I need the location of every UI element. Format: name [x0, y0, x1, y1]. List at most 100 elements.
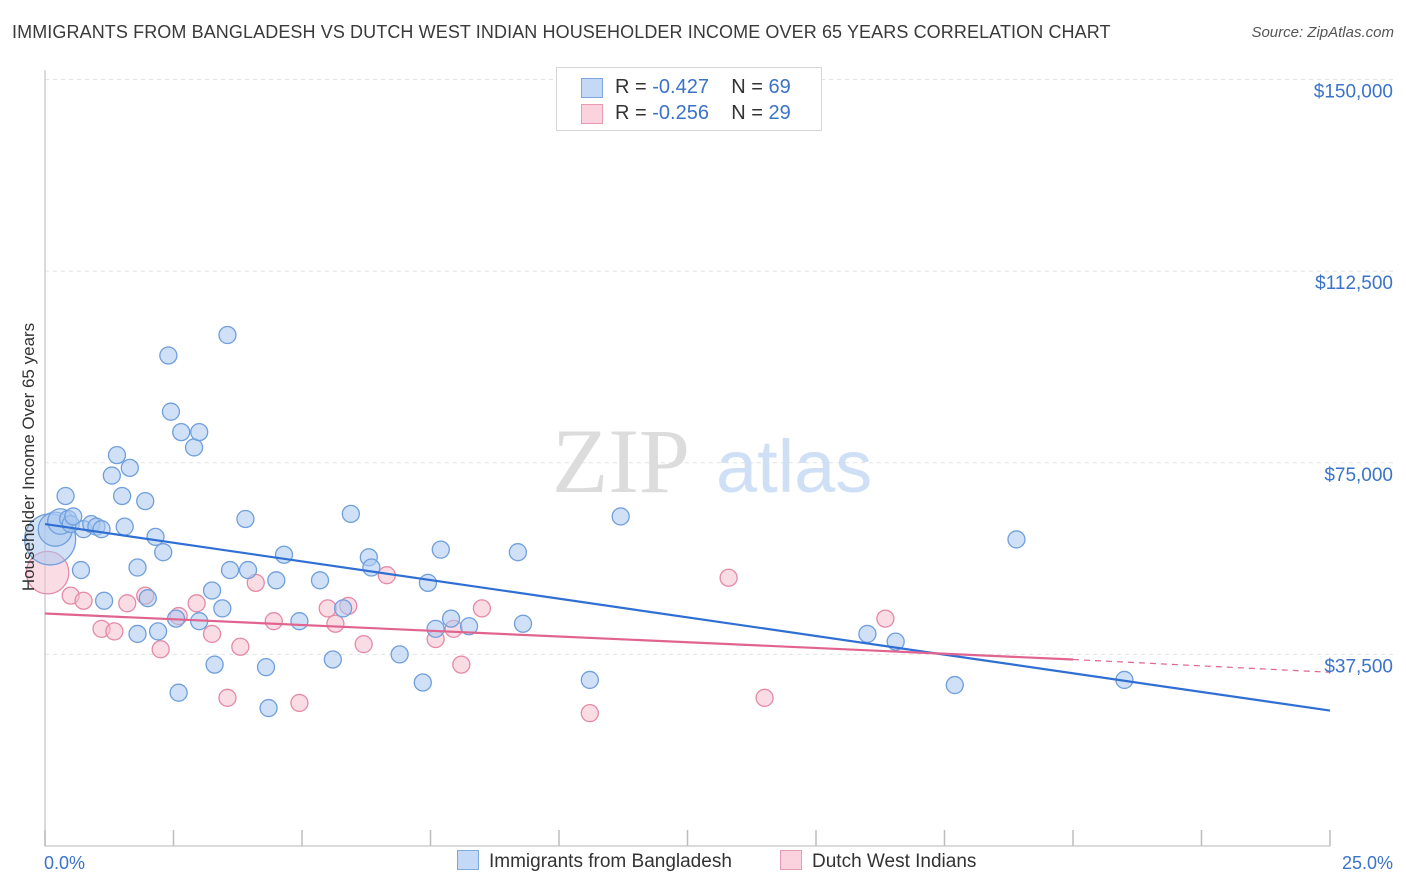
dutch-west-indians-point [719, 568, 738, 587]
dutch-west-indians-point [74, 591, 93, 610]
series-legend-bangladesh: Immigrants from Bangladesh [457, 850, 732, 873]
bangladesh-point [71, 560, 91, 580]
dutch-west-indians-point [105, 622, 124, 641]
dutch-west-indians-point [472, 599, 492, 618]
axes [44, 70, 1331, 847]
bangladesh-point [205, 655, 224, 674]
bangladesh-point [148, 622, 168, 641]
bangladesh-point [238, 560, 258, 580]
dutch-west-indians-point [231, 637, 250, 656]
dutch-west-indians-point [755, 688, 774, 707]
bangladesh-point [259, 698, 278, 718]
bangladesh-point [202, 581, 222, 600]
bangladesh-point [190, 422, 209, 442]
series-swatch-pink [780, 850, 802, 870]
legend-n-value: 69 [768, 76, 791, 98]
dutch-west-indians-point [151, 640, 170, 659]
correlation-legend: R = -0.427 N = 69 R = -0.256 N = 29 [556, 67, 822, 131]
watermark-atlas: atlas [716, 425, 872, 508]
bangladesh-point [1007, 530, 1026, 549]
bangladesh-point [858, 624, 877, 644]
watermark-zip: ZIP [552, 410, 690, 512]
bangladesh-point [413, 673, 432, 692]
bangladesh-points [23, 325, 1134, 718]
bangladesh-point [120, 458, 139, 478]
dutch-west-indians-point [318, 599, 337, 618]
bangladesh-point [136, 491, 155, 511]
bangladesh-point [64, 507, 83, 526]
dutch-west-indians-trend-line [44, 612, 1074, 661]
dutch-west-indians-point [580, 703, 599, 723]
legend-swatch-blue [581, 78, 603, 98]
y-axis-title: Householder Income Over 65 years [19, 323, 38, 591]
y-tick-label: $75,000 [1324, 465, 1393, 486]
dutch-west-indians-point [452, 655, 471, 674]
y-tick-labels: $37,500 $75,000 $112,500 $150,000 [1314, 82, 1393, 678]
dutch-west-indians-point [326, 614, 345, 633]
bangladesh-point [390, 645, 409, 664]
watermark: ZIP atlas [552, 410, 872, 512]
dutch-west-indians-point [354, 635, 373, 654]
bangladesh-point [418, 573, 438, 593]
grid-lines [45, 79, 1393, 655]
bangladesh-trend-line [44, 523, 1331, 712]
x-tick-label-min: 0.0% [44, 853, 85, 873]
bangladesh-point [310, 571, 330, 590]
bangladesh-point [154, 543, 173, 562]
bangladesh-point [256, 658, 276, 677]
bangladesh-point [138, 589, 157, 608]
bangladesh-point [184, 438, 204, 457]
bangladesh-point [426, 619, 445, 638]
y-tick-label: $37,500 [1324, 656, 1393, 677]
chart-title: IMMIGRANTS FROM BANGLADESH VS DUTCH WEST… [12, 22, 1111, 42]
bangladesh-point [159, 346, 178, 365]
bangladesh-point [115, 517, 134, 536]
trend-lines [44, 523, 1331, 712]
bangladesh-point [169, 683, 188, 702]
legend-r-value: -0.256 [652, 102, 709, 124]
bangladesh-point [107, 445, 127, 465]
bangladesh-point [146, 527, 165, 547]
series-swatch-blue [457, 850, 479, 870]
source-label: Source: ZipAtlas.com [1251, 24, 1394, 41]
bangladesh-point [611, 507, 630, 526]
x-tick-label-max: 25.0% [1342, 853, 1393, 873]
legend-n-label: N = [731, 76, 763, 98]
bangladesh-point [92, 520, 111, 539]
legend-r-value: -0.427 [652, 76, 709, 98]
bangladesh-point [513, 614, 533, 633]
bangladesh-point [128, 624, 147, 644]
bangladesh-point [459, 617, 479, 636]
bangladesh-point [218, 325, 237, 345]
bangladesh-point [172, 422, 191, 442]
dutch-west-indians-point [187, 594, 206, 613]
bangladesh-point [323, 650, 342, 669]
bangladesh-point [102, 466, 121, 485]
bangladesh-point [236, 509, 255, 529]
bangladesh-point [94, 591, 114, 610]
series-legend-dutch-west-indians: Dutch West Indians [780, 850, 976, 873]
bangladesh-point [213, 599, 232, 618]
dutch-west-indians-point [202, 624, 222, 644]
bangladesh-point [333, 599, 353, 618]
dutch-west-indians-point [290, 693, 309, 713]
bangladesh-point [362, 558, 381, 577]
bangladesh-point [341, 504, 360, 524]
bangladesh-point [580, 670, 599, 690]
y-tick-label: $150,000 [1314, 82, 1393, 103]
legend-n-value: 29 [768, 102, 791, 124]
legend-swatch-pink [581, 104, 603, 124]
bangladesh-point [56, 486, 75, 506]
bangladesh-point [431, 540, 450, 559]
bangladesh-point [220, 560, 240, 580]
dutch-west-indians-point [118, 594, 137, 613]
legend-n-label: N = [731, 102, 763, 124]
bangladesh-point [112, 486, 132, 506]
legend-r-label: R = [615, 102, 647, 124]
series-name-dutch-west-indians: Dutch West Indians [812, 851, 977, 872]
dutch-west-indians-point [264, 612, 283, 631]
y-tick-label: $112,500 [1315, 273, 1393, 294]
bangladesh-point [441, 609, 461, 628]
dutch-west-indians-point [876, 609, 895, 628]
